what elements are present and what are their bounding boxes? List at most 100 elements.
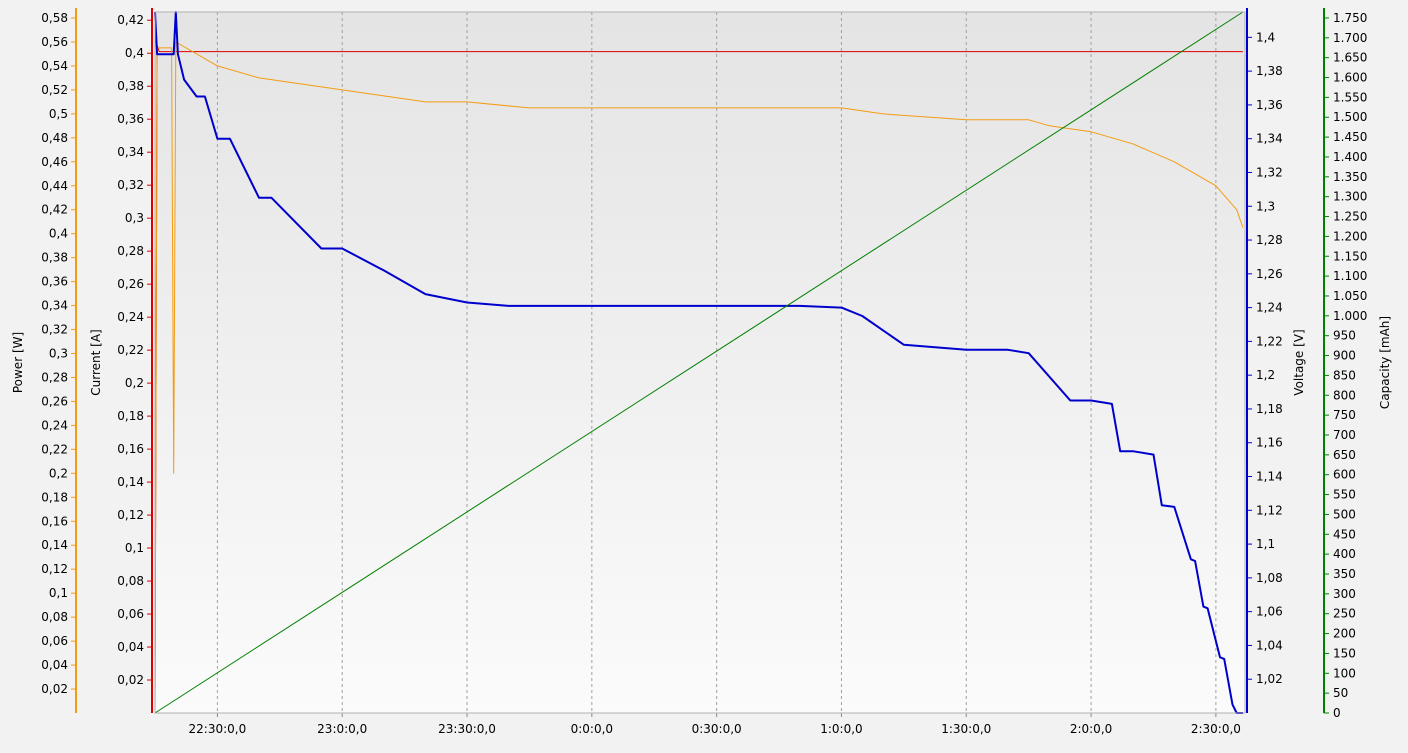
x-tick-label: 23:0:0,0 <box>317 722 367 736</box>
capacity-tick-label: 0 <box>1333 706 1341 720</box>
capacity-tick-label: 300 <box>1333 587 1356 601</box>
power-tick-label: 0,14 <box>41 538 68 552</box>
current-tick-label: 0,1 <box>125 541 144 555</box>
current-tick-label: 0,14 <box>117 475 144 489</box>
voltage-tick-label: 1,22 <box>1256 334 1283 348</box>
capacity-tick-label: 50 <box>1333 686 1348 700</box>
voltage-tick-label: 1,16 <box>1256 436 1283 450</box>
power-tick-label: 0,22 <box>41 442 68 456</box>
capacity-tick-label: 1.050 <box>1333 289 1367 303</box>
power-tick-label: 0,48 <box>41 131 68 145</box>
capacity-tick-label: 1.000 <box>1333 309 1367 323</box>
power-tick-label: 0,5 <box>49 107 68 121</box>
capacity-tick-label: 1.250 <box>1333 210 1367 224</box>
voltage-tick-label: 1,06 <box>1256 605 1283 619</box>
power-tick-label: 0,08 <box>41 610 68 624</box>
power-tick-label: 0,46 <box>41 155 68 169</box>
power-tick-label: 0,04 <box>41 658 68 672</box>
power-tick-label: 0,34 <box>41 299 68 313</box>
power-axis-title: Power [W] <box>11 332 25 393</box>
capacity-axis-title: Capacity [mAh] <box>1378 316 1392 409</box>
capacity-tick-label: 450 <box>1333 527 1356 541</box>
voltage-tick-label: 1,2 <box>1256 368 1275 382</box>
x-tick-label: 0:30:0,0 <box>692 722 742 736</box>
capacity-tick-label: 1.200 <box>1333 229 1367 243</box>
capacity-tick-label: 1.100 <box>1333 269 1367 283</box>
current-tick-label: 0,26 <box>117 277 144 291</box>
capacity-tick-label: 1.650 <box>1333 51 1367 65</box>
current-tick-label: 0,22 <box>117 343 144 357</box>
capacity-tick-label: 400 <box>1333 547 1356 561</box>
power-tick-label: 0,1 <box>49 586 68 600</box>
current-tick-label: 0,18 <box>117 409 144 423</box>
power-tick-label: 0,38 <box>41 251 68 265</box>
voltage-tick-label: 1,34 <box>1256 132 1283 146</box>
capacity-tick-label: 650 <box>1333 448 1356 462</box>
x-tick-label: 1:30:0,0 <box>941 722 991 736</box>
capacity-tick-label: 1.600 <box>1333 71 1367 85</box>
capacity-series-line <box>154 11 1244 714</box>
voltage-tick-label: 1,04 <box>1256 638 1283 652</box>
power-tick-label: 0,3 <box>49 347 68 361</box>
current-axis-title: Current [A] <box>89 329 103 395</box>
voltage-axis-title: Voltage [V] <box>1292 329 1306 395</box>
voltage-tick-label: 1,36 <box>1256 98 1283 112</box>
capacity-tick-label: 750 <box>1333 408 1356 422</box>
capacity-tick-label: 1.300 <box>1333 190 1367 204</box>
voltage-tick-label: 1,18 <box>1256 402 1283 416</box>
current-tick-label: 0,04 <box>117 640 144 654</box>
current-tick-label: 0,34 <box>117 145 144 159</box>
capacity-tick-label: 1.750 <box>1333 11 1367 25</box>
power-tick-label: 0,44 <box>41 179 68 193</box>
capacity-tick-label: 1.700 <box>1333 31 1367 45</box>
capacity-tick-label: 950 <box>1333 329 1356 343</box>
current-tick-label: 0,02 <box>117 673 144 687</box>
power-tick-label: 0,32 <box>41 323 68 337</box>
power-tick-label: 0,56 <box>41 35 68 49</box>
capacity-tick-label: 550 <box>1333 488 1356 502</box>
x-tick-label: 2:0:0,0 <box>1070 722 1112 736</box>
capacity-tick-label: 500 <box>1333 507 1356 521</box>
current-tick-label: 0,3 <box>125 211 144 225</box>
x-tick-label: 23:30:0,0 <box>438 722 496 736</box>
voltage-tick-label: 1,1 <box>1256 537 1275 551</box>
power-tick-label: 0,18 <box>41 490 68 504</box>
power-tick-label: 0,12 <box>41 562 68 576</box>
current-tick-label: 0,06 <box>117 607 144 621</box>
voltage-tick-label: 1,08 <box>1256 571 1283 585</box>
capacity-tick-label: 1.150 <box>1333 249 1367 263</box>
voltage-tick-label: 1,28 <box>1256 233 1283 247</box>
voltage-tick-label: 1,38 <box>1256 64 1283 78</box>
power-tick-label: 0,2 <box>49 466 68 480</box>
power-tick-label: 0,54 <box>41 59 68 73</box>
capacity-tick-label: 850 <box>1333 368 1356 382</box>
power-tick-label: 0,02 <box>41 682 68 696</box>
power-tick-label: 0,4 <box>49 227 68 241</box>
power-tick-label: 0,58 <box>41 11 68 25</box>
current-tick-label: 0,16 <box>117 442 144 456</box>
capacity-tick-label: 150 <box>1333 646 1356 660</box>
power-tick-label: 0,42 <box>41 203 68 217</box>
voltage-tick-label: 1,12 <box>1256 503 1283 517</box>
capacity-tick-label: 250 <box>1333 607 1356 621</box>
voltage-tick-label: 1,26 <box>1256 267 1283 281</box>
current-tick-label: 0,12 <box>117 508 144 522</box>
voltage-tick-label: 1,14 <box>1256 470 1283 484</box>
plot-border <box>154 11 1246 714</box>
current-tick-label: 0,24 <box>117 310 144 324</box>
current-tick-label: 0,2 <box>125 376 144 390</box>
current-tick-label: 0,32 <box>117 178 144 192</box>
capacity-tick-label: 1.500 <box>1333 110 1367 124</box>
current-tick-label: 0,28 <box>117 244 144 258</box>
capacity-tick-label: 100 <box>1333 666 1356 680</box>
capacity-tick-label: 1.350 <box>1333 170 1367 184</box>
voltage-series-line <box>154 11 1243 714</box>
x-tick-label: 2:30:0,0 <box>1191 722 1241 736</box>
capacity-tick-label: 200 <box>1333 627 1356 641</box>
voltage-tick-label: 1,4 <box>1256 30 1275 44</box>
capacity-tick-label: 1.550 <box>1333 90 1367 104</box>
capacity-tick-label: 700 <box>1333 428 1356 442</box>
voltage-tick-label: 1,32 <box>1256 165 1283 179</box>
